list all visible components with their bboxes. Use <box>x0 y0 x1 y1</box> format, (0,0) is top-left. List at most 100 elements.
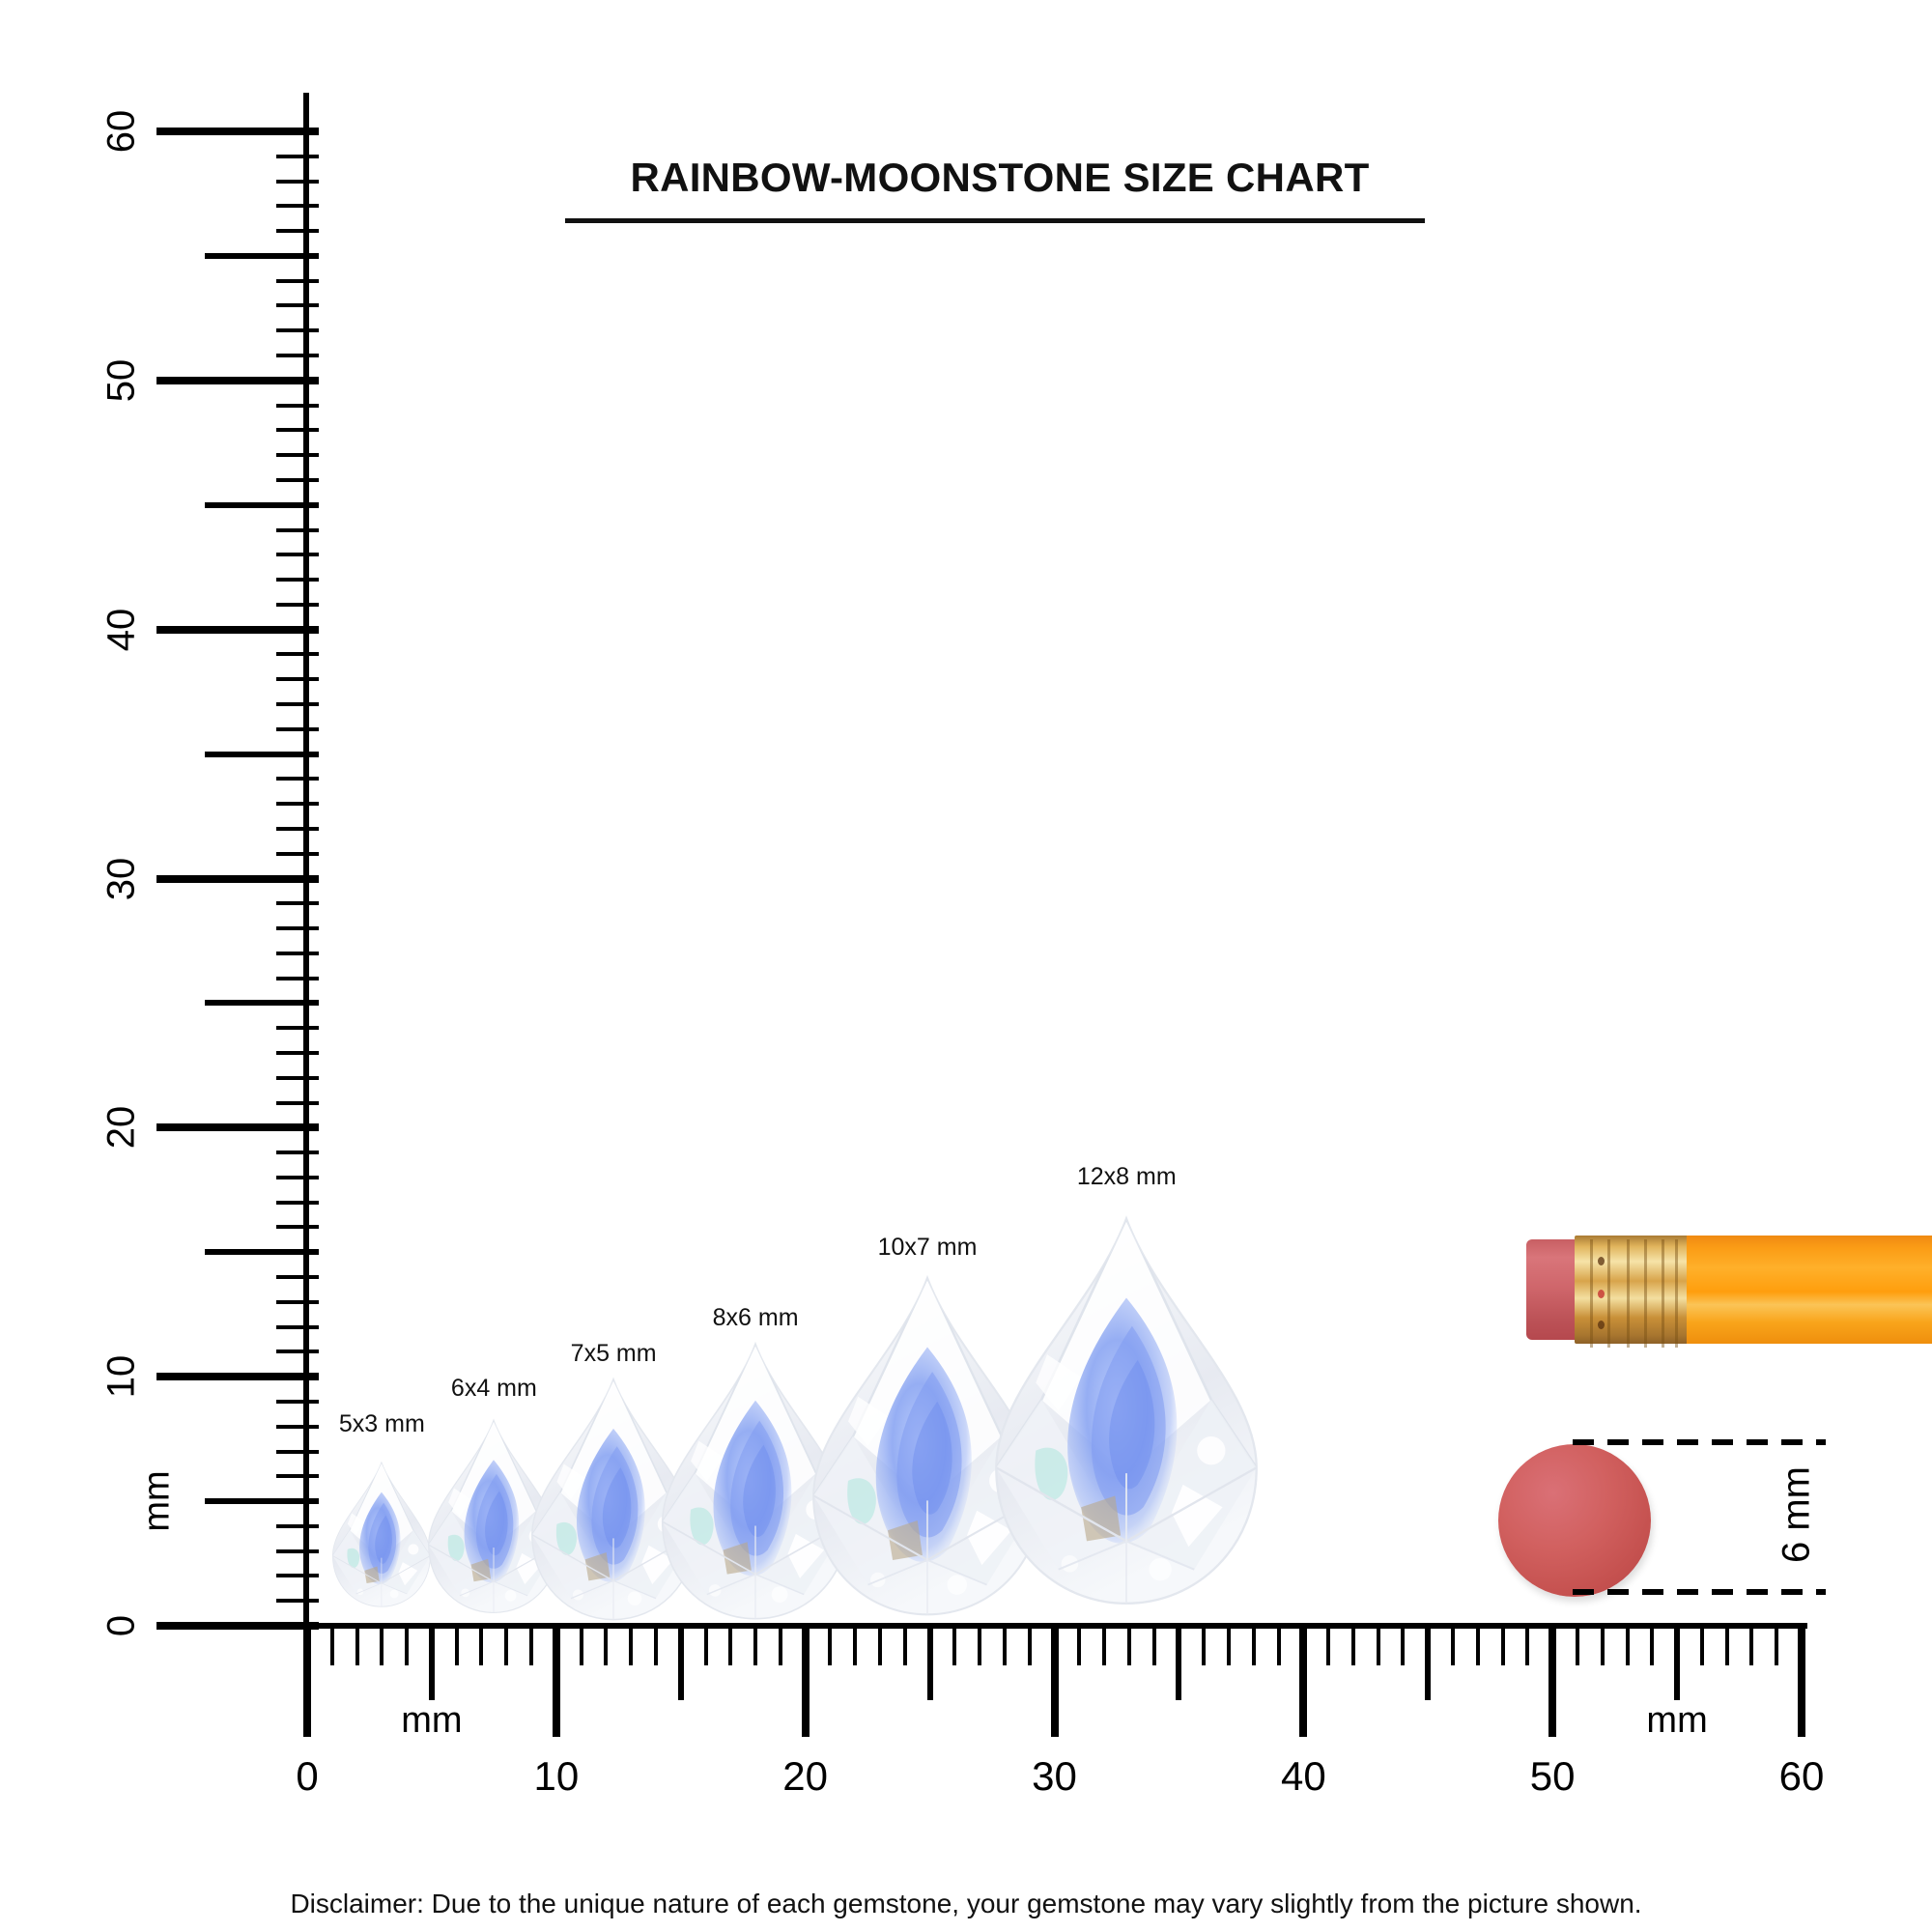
horizontal-tick <box>1625 1623 1630 1665</box>
horizontal-ruler-number: 40 <box>1280 1753 1326 1799</box>
horizontal-tick <box>405 1623 410 1665</box>
vertical-tick <box>276 1200 319 1205</box>
vertical-tick <box>276 802 319 807</box>
vertical-tick <box>276 229 319 234</box>
horizontal-tick <box>1600 1623 1605 1665</box>
vertical-ruler-number: 60 <box>99 109 143 154</box>
vertical-tick <box>205 1000 319 1007</box>
gemstone-item: 6x4 mm <box>423 1375 564 1932</box>
vertical-tick <box>276 901 319 906</box>
vertical-tick <box>276 303 319 308</box>
horizontal-tick <box>1050 1623 1059 1737</box>
vertical-tick <box>156 376 319 384</box>
title-block: RAINBOW-MOONSTONE SIZE CHART <box>565 155 1435 223</box>
vertical-ruler-number: 40 <box>99 608 143 651</box>
title-underline <box>565 218 1425 223</box>
horizontal-tick <box>1326 1623 1331 1665</box>
horizontal-tick <box>778 1623 782 1665</box>
vertical-tick <box>276 1100 319 1105</box>
horizontal-tick <box>1176 1623 1182 1700</box>
vertical-tick <box>276 154 319 158</box>
vertical-tick <box>276 1574 319 1578</box>
pencil-ferrule <box>1575 1236 1689 1348</box>
horizontal-tick <box>1376 1623 1380 1665</box>
horizontal-tick <box>801 1623 810 1737</box>
horizontal-tick <box>653 1623 658 1665</box>
horizontal-tick <box>504 1623 509 1665</box>
vertical-tick <box>276 926 319 931</box>
horizontal-tick <box>604 1623 609 1665</box>
horizontal-tick <box>1077 1623 1082 1665</box>
vertical-tick <box>276 1424 319 1429</box>
vertical-ruler-spine <box>303 93 309 1631</box>
horizontal-ruler-unit-label: mm <box>1646 1700 1708 1741</box>
vertical-tick <box>276 1225 319 1230</box>
gemstone-item: 8x6 mm <box>649 1304 862 1932</box>
eraser-dimension-line-bottom <box>1573 1589 1826 1595</box>
gemstone-item: 7x5 mm <box>526 1340 702 1932</box>
vertical-tick <box>276 1324 319 1329</box>
horizontal-tick <box>1425 1623 1432 1700</box>
horizontal-tick <box>1126 1623 1131 1665</box>
vertical-tick <box>276 1350 319 1354</box>
gemstone-item: 5x3 mm <box>324 1410 440 1932</box>
vertical-ruler-number: 20 <box>99 1106 143 1150</box>
vertical-tick <box>156 128 319 135</box>
vertical-tick <box>276 976 319 980</box>
vertical-tick <box>276 1523 319 1528</box>
vertical-tick <box>276 1050 319 1055</box>
horizontal-tick <box>1724 1623 1729 1665</box>
pencil-reference <box>1526 1232 1932 1348</box>
vertical-tick <box>276 1026 319 1031</box>
horizontal-tick <box>1699 1623 1704 1665</box>
eraser-dimension-line-top <box>1573 1439 1826 1445</box>
vertical-tick <box>205 252 319 259</box>
horizontal-tick <box>428 1623 435 1700</box>
horizontal-tick <box>1350 1623 1355 1665</box>
vertical-tick <box>276 652 319 657</box>
horizontal-tick <box>1102 1623 1107 1665</box>
gemstone-item: 10x7 mm <box>804 1234 1051 1932</box>
horizontal-tick <box>1674 1623 1681 1700</box>
horizontal-tick <box>1401 1623 1406 1665</box>
vertical-tick <box>156 1123 319 1132</box>
gemstone-image <box>662 1341 850 1620</box>
page-title: RAINBOW-MOONSTONE SIZE CHART <box>630 155 1370 200</box>
vertical-tick <box>276 602 319 607</box>
horizontal-tick <box>902 1623 907 1665</box>
horizontal-ruler-number: 50 <box>1529 1753 1576 1799</box>
horizontal-tick <box>454 1623 459 1665</box>
eraser-dimension-label: 6 mm <box>1775 1466 1818 1563</box>
vertical-tick <box>205 1498 319 1505</box>
vertical-tick <box>276 1275 319 1280</box>
horizontal-tick <box>1749 1623 1754 1665</box>
gemstone-size-label: 12x8 mm <box>1076 1162 1177 1190</box>
horizontal-tick <box>1451 1623 1456 1665</box>
horizontal-tick <box>1575 1623 1579 1665</box>
horizontal-tick <box>1276 1623 1281 1665</box>
vertical-tick <box>276 951 319 955</box>
horizontal-tick <box>1475 1623 1480 1665</box>
vertical-tick <box>276 777 319 781</box>
horizontal-ruler-number: 60 <box>1778 1753 1825 1799</box>
vertical-tick <box>276 726 319 731</box>
vertical-ruler-number: 10 <box>99 1354 143 1399</box>
horizontal-ruler: 0 10 20 30 40 50 60 mm mm <box>0 1623 1932 1855</box>
vertical-tick <box>276 403 319 408</box>
horizontal-tick <box>1650 1623 1655 1665</box>
gemstone-image <box>531 1377 696 1621</box>
horizontal-tick <box>552 1623 560 1737</box>
vertical-tick <box>205 501 319 508</box>
horizontal-tick <box>728 1623 733 1665</box>
vertical-tick <box>276 826 319 831</box>
vertical-tick <box>156 874 319 883</box>
horizontal-tick <box>952 1623 957 1665</box>
horizontal-tick <box>926 1623 933 1700</box>
vertical-tick <box>276 1151 319 1155</box>
vertical-tick <box>276 527 319 532</box>
vertical-tick <box>276 1299 319 1304</box>
horizontal-tick <box>1202 1623 1207 1665</box>
gemstone-image <box>332 1461 432 1607</box>
horizontal-ruler-number: 20 <box>782 1753 829 1799</box>
